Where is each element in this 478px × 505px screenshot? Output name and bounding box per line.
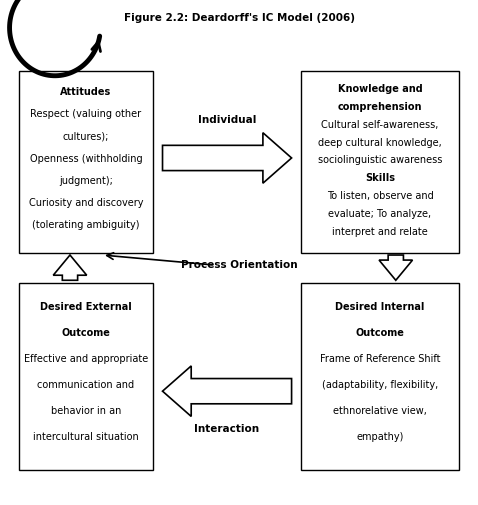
- Text: Cultural self-awareness,: Cultural self-awareness,: [321, 120, 439, 130]
- Text: deep cultural knowledge,: deep cultural knowledge,: [318, 137, 442, 147]
- Text: Knowledge and: Knowledge and: [337, 84, 423, 94]
- Text: (tolerating ambiguity): (tolerating ambiguity): [33, 220, 140, 230]
- Text: Interaction: Interaction: [195, 424, 260, 434]
- Text: communication and: communication and: [37, 380, 135, 390]
- FancyBboxPatch shape: [19, 71, 153, 252]
- FancyBboxPatch shape: [301, 71, 459, 252]
- Text: Respect (valuing other: Respect (valuing other: [31, 110, 141, 120]
- Text: Outcome: Outcome: [62, 328, 110, 338]
- Text: interpret and relate: interpret and relate: [332, 227, 428, 237]
- Text: comprehension: comprehension: [338, 102, 422, 112]
- Text: Openness (withholding: Openness (withholding: [30, 154, 142, 164]
- Text: Desired External: Desired External: [40, 302, 132, 312]
- Text: Individual: Individual: [198, 115, 256, 125]
- Text: sociolinguistic awareness: sociolinguistic awareness: [318, 156, 442, 165]
- Text: Process Orientation: Process Orientation: [181, 260, 297, 270]
- FancyBboxPatch shape: [301, 283, 459, 470]
- Text: cultures);: cultures);: [63, 132, 109, 142]
- Text: Skills: Skills: [365, 173, 395, 183]
- FancyArrow shape: [163, 133, 292, 183]
- Text: Figure 2.2: Deardorff's IC Model (2006): Figure 2.2: Deardorff's IC Model (2006): [123, 13, 355, 23]
- Text: Outcome: Outcome: [356, 328, 404, 338]
- Text: Curiosity and discovery: Curiosity and discovery: [29, 198, 143, 208]
- FancyBboxPatch shape: [19, 283, 153, 470]
- Text: Attitudes: Attitudes: [60, 87, 112, 97]
- Text: intercultural situation: intercultural situation: [33, 432, 139, 442]
- FancyArrow shape: [379, 255, 413, 280]
- Text: ethnorelative view,: ethnorelative view,: [333, 406, 427, 416]
- Text: Frame of Reference Shift: Frame of Reference Shift: [320, 354, 440, 364]
- Text: (adaptability, flexibility,: (adaptability, flexibility,: [322, 380, 438, 390]
- Text: behavior in an: behavior in an: [51, 406, 121, 416]
- Text: empathy): empathy): [356, 432, 404, 442]
- Text: evaluate; To analyze,: evaluate; To analyze,: [328, 209, 432, 219]
- Text: judgment);: judgment);: [59, 176, 113, 186]
- FancyArrow shape: [163, 366, 292, 417]
- Text: Effective and appropriate: Effective and appropriate: [24, 354, 148, 364]
- Text: Desired Internal: Desired Internal: [336, 302, 424, 312]
- FancyArrow shape: [53, 255, 87, 280]
- Text: To listen, observe and: To listen, observe and: [326, 191, 434, 201]
